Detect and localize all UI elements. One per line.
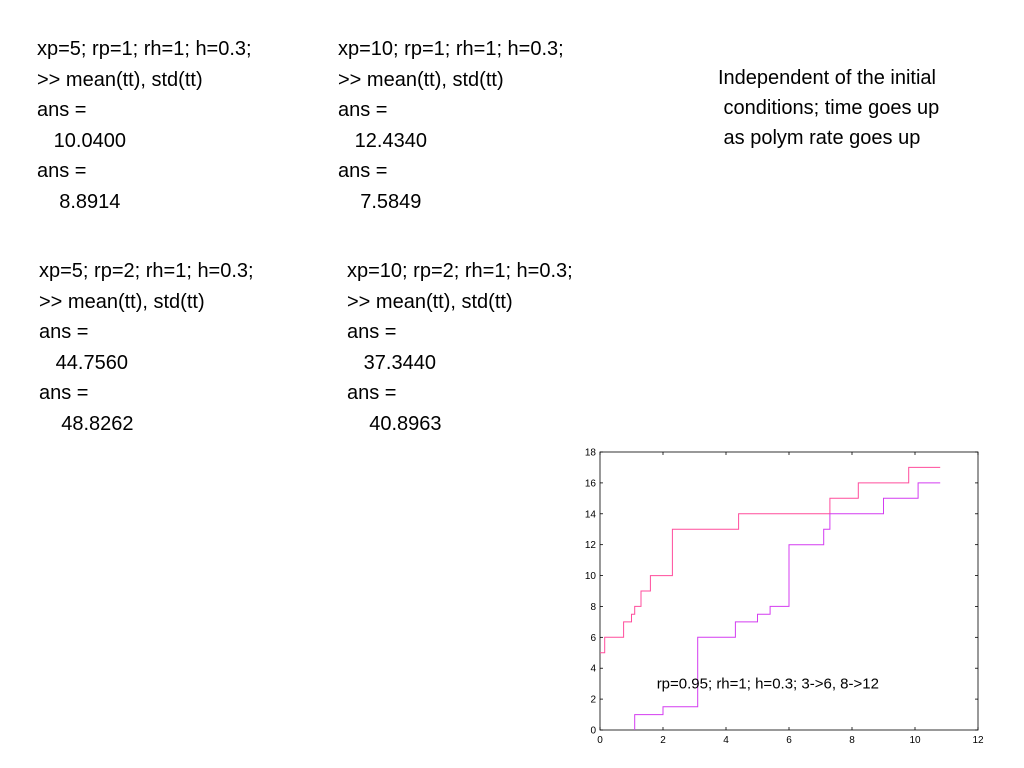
x-tick-label: 12	[972, 735, 984, 746]
code-line: >> mean(tt), std(tt)	[338, 68, 504, 91]
y-tick-label: 0	[590, 726, 596, 737]
code-block-1: xp=5; rp=1; rh=1; h=0.3; >> mean(tt), std…	[37, 34, 252, 217]
y-tick-label: 4	[590, 664, 596, 675]
chart-annotation: rp=0.95; rh=1; h=0.3; 3->6, 8->12	[657, 675, 879, 692]
code-line: 12.4340	[338, 129, 427, 152]
x-tick-label: 0	[597, 735, 603, 746]
code-line: 8.8914	[37, 190, 121, 213]
code-line: 48.8262	[39, 412, 134, 435]
code-line: xp=10; rp=2; rh=1; h=0.3;	[347, 260, 573, 282]
y-tick-label: 6	[590, 633, 596, 644]
y-tick-label: 16	[585, 478, 597, 489]
y-tick-label: 10	[585, 571, 597, 582]
code-line: 7.5849	[338, 190, 422, 213]
code-line: 10.0400	[37, 129, 126, 152]
y-tick-label: 14	[585, 509, 597, 520]
series-line-1	[600, 466, 941, 654]
y-tick-label: 18	[585, 448, 597, 459]
code-line: >> mean(tt), std(tt)	[39, 290, 205, 313]
code-line: ans =	[347, 321, 397, 343]
code-block-4: xp=10; rp=2; rh=1; h=0.3; >> mean(tt), st…	[347, 256, 573, 439]
code-line: xp=5; rp=1; rh=1; h=0.3;	[37, 38, 252, 60]
code-line: 44.7560	[39, 351, 128, 374]
series-line-2	[634, 482, 941, 730]
x-tick-label: 2	[660, 735, 666, 746]
y-tick-label: 8	[590, 602, 596, 613]
code-line: xp=10; rp=1; rh=1; h=0.3;	[338, 38, 564, 60]
note-line: Independent of the initial	[718, 67, 936, 89]
code-line: ans =	[347, 382, 397, 404]
chart-axes: 0 2 4 6 8 10 12 0 2 4 6 8 10 12 14 16 18	[585, 448, 984, 747]
code-line: ans =	[39, 321, 89, 343]
code-line: ans =	[37, 160, 87, 182]
x-tick-label: 4	[723, 735, 729, 746]
code-line: ans =	[338, 160, 388, 182]
conclusion-note: Independent of the initial conditions; t…	[718, 63, 939, 153]
code-block-2: xp=10; rp=1; rh=1; h=0.3; >> mean(tt), st…	[338, 34, 564, 217]
code-line: >> mean(tt), std(tt)	[347, 290, 513, 313]
note-line: as polym rate goes up	[718, 127, 921, 149]
code-line: 37.3440	[347, 351, 436, 374]
note-line: conditions; time goes up	[718, 97, 940, 119]
code-line: 40.8963	[347, 412, 442, 435]
code-block-3: xp=5; rp=2; rh=1; h=0.3; >> mean(tt), std…	[39, 256, 254, 439]
code-line: xp=5; rp=2; rh=1; h=0.3;	[39, 260, 254, 282]
code-line: >> mean(tt), std(tt)	[37, 68, 203, 91]
code-line: ans =	[338, 99, 388, 121]
code-line: ans =	[39, 382, 89, 404]
y-tick-label: 12	[585, 540, 597, 551]
step-chart: 0 2 4 6 8 10 12 0 2 4 6 8 10 12 14 16 18 rp=0.95; rh=1; …	[585, 448, 984, 747]
x-tick-label: 6	[786, 735, 792, 746]
y-tick-label: 2	[590, 695, 596, 706]
code-line: ans =	[37, 99, 87, 121]
x-tick-label: 10	[909, 735, 921, 746]
x-tick-label: 8	[849, 735, 855, 746]
chart-series	[600, 466, 941, 730]
